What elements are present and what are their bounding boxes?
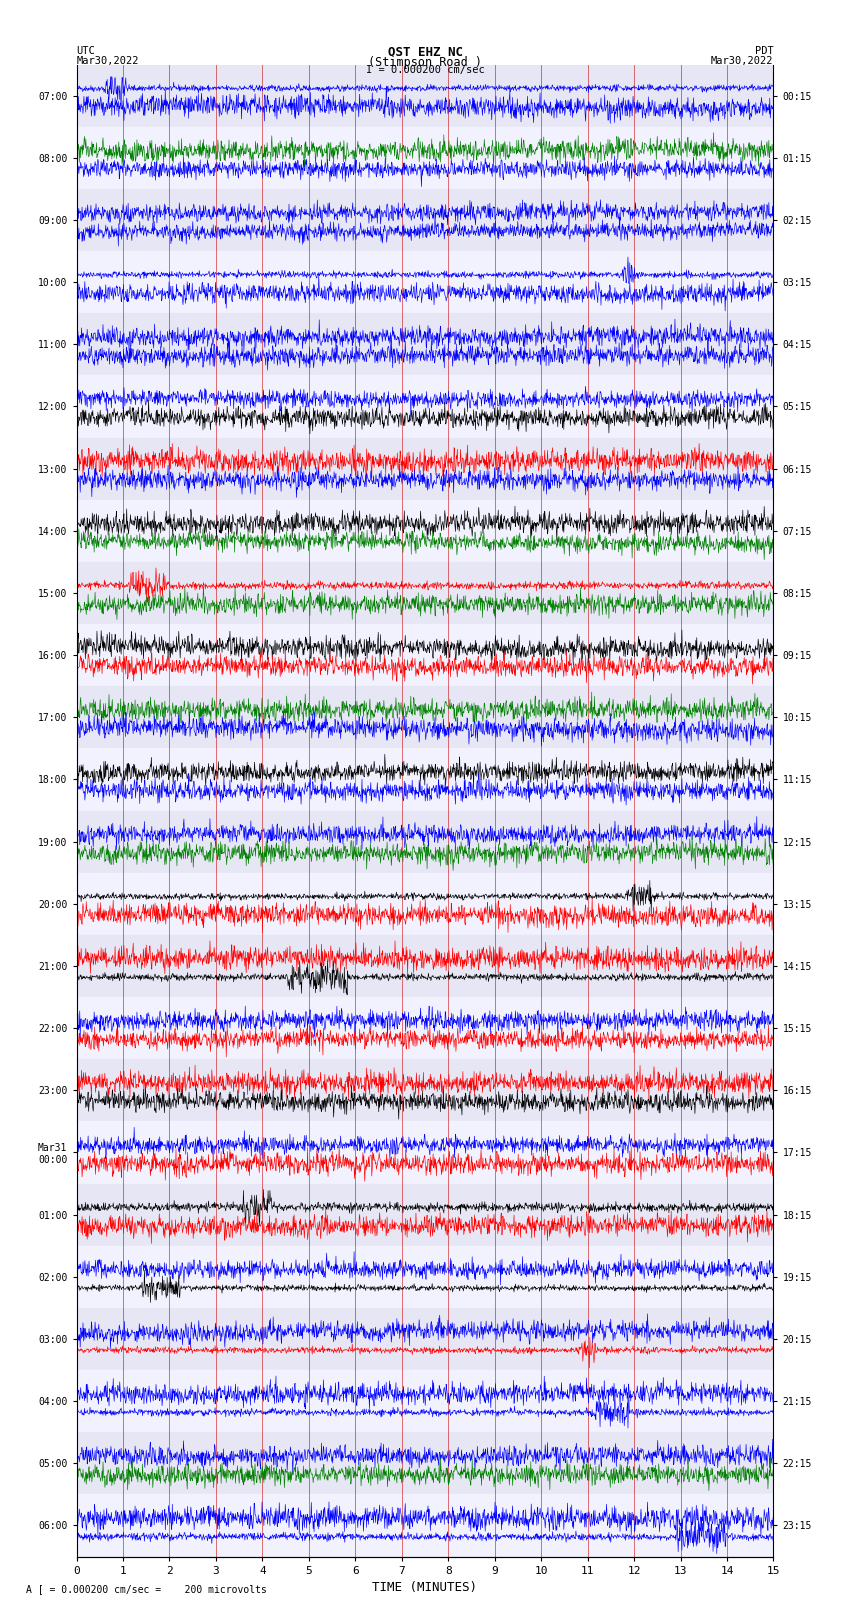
Bar: [76, 1060, 774, 1121]
Bar: [76, 1494, 774, 1557]
Text: PDT: PDT: [755, 45, 774, 56]
Bar: [76, 376, 774, 437]
Bar: [76, 811, 774, 873]
Text: UTC: UTC: [76, 45, 95, 56]
Bar: [76, 561, 774, 624]
Bar: [76, 624, 774, 686]
Bar: [76, 1245, 774, 1308]
Bar: [76, 936, 774, 997]
Text: A [ = 0.000200 cm/sec =    200 microvolts: A [ = 0.000200 cm/sec = 200 microvolts: [26, 1584, 266, 1594]
Bar: [76, 997, 774, 1060]
X-axis label: TIME (MINUTES): TIME (MINUTES): [372, 1581, 478, 1594]
Bar: [76, 686, 774, 748]
Bar: [76, 500, 774, 561]
Bar: [76, 437, 774, 500]
Bar: [76, 127, 774, 189]
Bar: [76, 189, 774, 252]
Bar: [76, 1121, 774, 1184]
Bar: [76, 873, 774, 936]
Text: Mar30,2022: Mar30,2022: [76, 56, 139, 66]
Text: Mar30,2022: Mar30,2022: [711, 56, 774, 66]
Text: I = 0.000200 cm/sec: I = 0.000200 cm/sec: [366, 65, 484, 76]
Bar: [76, 252, 774, 313]
Bar: [76, 1432, 774, 1494]
Bar: [76, 748, 774, 810]
Text: (Stimpson Road ): (Stimpson Road ): [368, 56, 482, 69]
Text: OST EHZ NC: OST EHZ NC: [388, 45, 462, 60]
Bar: [76, 1308, 774, 1369]
Bar: [76, 313, 774, 376]
Bar: [76, 1369, 774, 1432]
Bar: [76, 65, 774, 127]
Bar: [76, 1184, 774, 1245]
